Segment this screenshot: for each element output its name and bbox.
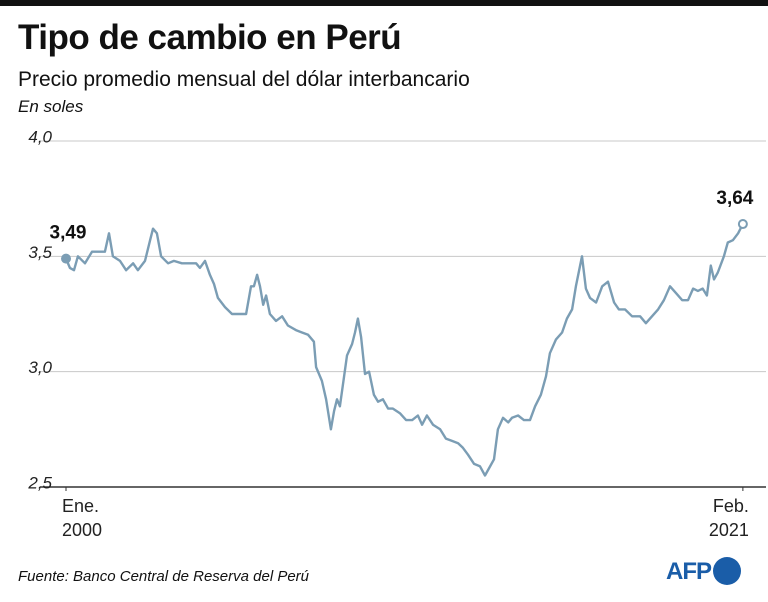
y-axis-label: En soles bbox=[18, 97, 84, 116]
source: Fuente: Banco Central de Reserva del Per… bbox=[18, 568, 309, 585]
y-tick-label: 3,0 bbox=[28, 358, 52, 377]
logo-text: AFP bbox=[666, 558, 712, 585]
y-tick-label: 2,5 bbox=[27, 473, 52, 492]
x-tick-label: Feb. 2021 bbox=[708, 496, 749, 540]
y-tick-label: 3,5 bbox=[28, 243, 52, 262]
top-bar bbox=[0, 0, 768, 6]
line bbox=[64, 223, 744, 477]
end-marker bbox=[737, 219, 748, 230]
x-tick-label: Ene. 2000 bbox=[62, 496, 103, 540]
annotation: 3,64 bbox=[716, 188, 753, 209]
chart-title: Tipo de cambio en Perú bbox=[18, 18, 402, 57]
end-marker bbox=[61, 253, 72, 264]
chart-subtitle: Precio promedio mensual del dólar interb… bbox=[18, 68, 470, 91]
annotation: 3,49 bbox=[50, 223, 87, 244]
logo: AFP bbox=[666, 556, 741, 586]
y-tick-label: 4,0 bbox=[28, 127, 52, 146]
logo-dot bbox=[713, 556, 741, 585]
